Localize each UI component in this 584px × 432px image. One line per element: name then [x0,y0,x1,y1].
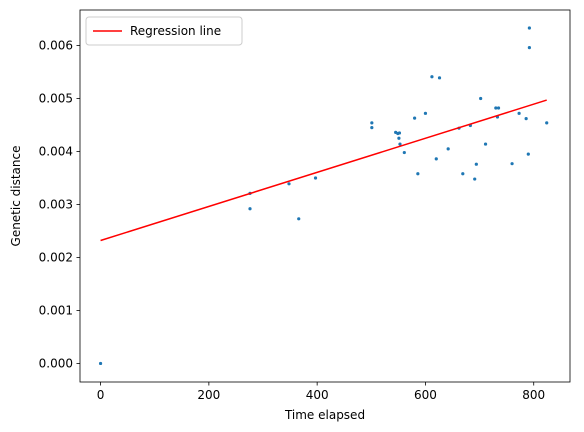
data-point [483,142,488,146]
data-point [496,106,501,110]
data-point [413,116,417,120]
regression-line [100,99,547,242]
data-point [248,207,252,211]
x-tick-label: 0 [97,388,105,402]
data-point [434,157,438,161]
y-tick-label: 0.002 [39,250,73,264]
data-point [297,217,301,221]
data-point [437,76,442,80]
data-point [461,172,465,176]
data-point [287,182,291,186]
x-tick-label: 400 [306,388,329,402]
data-point [545,121,549,125]
axes: 0 200 400 600 800 0.000 0.001 0.002 0.003 0.004 0.… [39,9,571,402]
data-point [370,126,374,130]
x-tick-label: 200 [197,388,220,402]
data-point [98,361,103,366]
data-point [313,176,318,180]
y-axis-label: Genetic distance [9,146,23,247]
data-point [494,106,498,110]
legend-box [85,16,243,46]
data-point [423,111,428,115]
data-point [474,162,478,166]
data-point [416,172,420,176]
y-tick-label: 0.000 [39,356,73,370]
data-point [398,142,402,146]
y-tick-label: 0.001 [39,303,73,317]
data-point [430,75,434,79]
data-point [397,136,401,140]
y-tick-label: 0.005 [39,91,73,105]
data-point [526,152,530,156]
legend-label-regression-line: Regression line [130,24,221,38]
y-tick-label: 0.004 [39,144,73,158]
data-point [397,131,402,135]
data-point [517,111,521,115]
data-point [510,162,514,166]
data-point [370,121,374,125]
y-tick-label: 0.003 [39,197,73,211]
x-tick-label: 600 [414,388,437,402]
x-axis-label: Time elapsed [284,408,365,422]
data-point [402,150,406,155]
axes-frame [79,9,571,383]
y-tick-label: 0.006 [39,39,73,53]
data-point [473,177,477,181]
plot-area [98,26,549,366]
data-point [527,26,531,30]
data-point [524,117,528,121]
x-tick-label: 800 [522,388,545,402]
data-point [527,46,531,50]
legend: Regression line [85,16,243,46]
data-point [479,96,483,101]
data-point [446,147,450,151]
